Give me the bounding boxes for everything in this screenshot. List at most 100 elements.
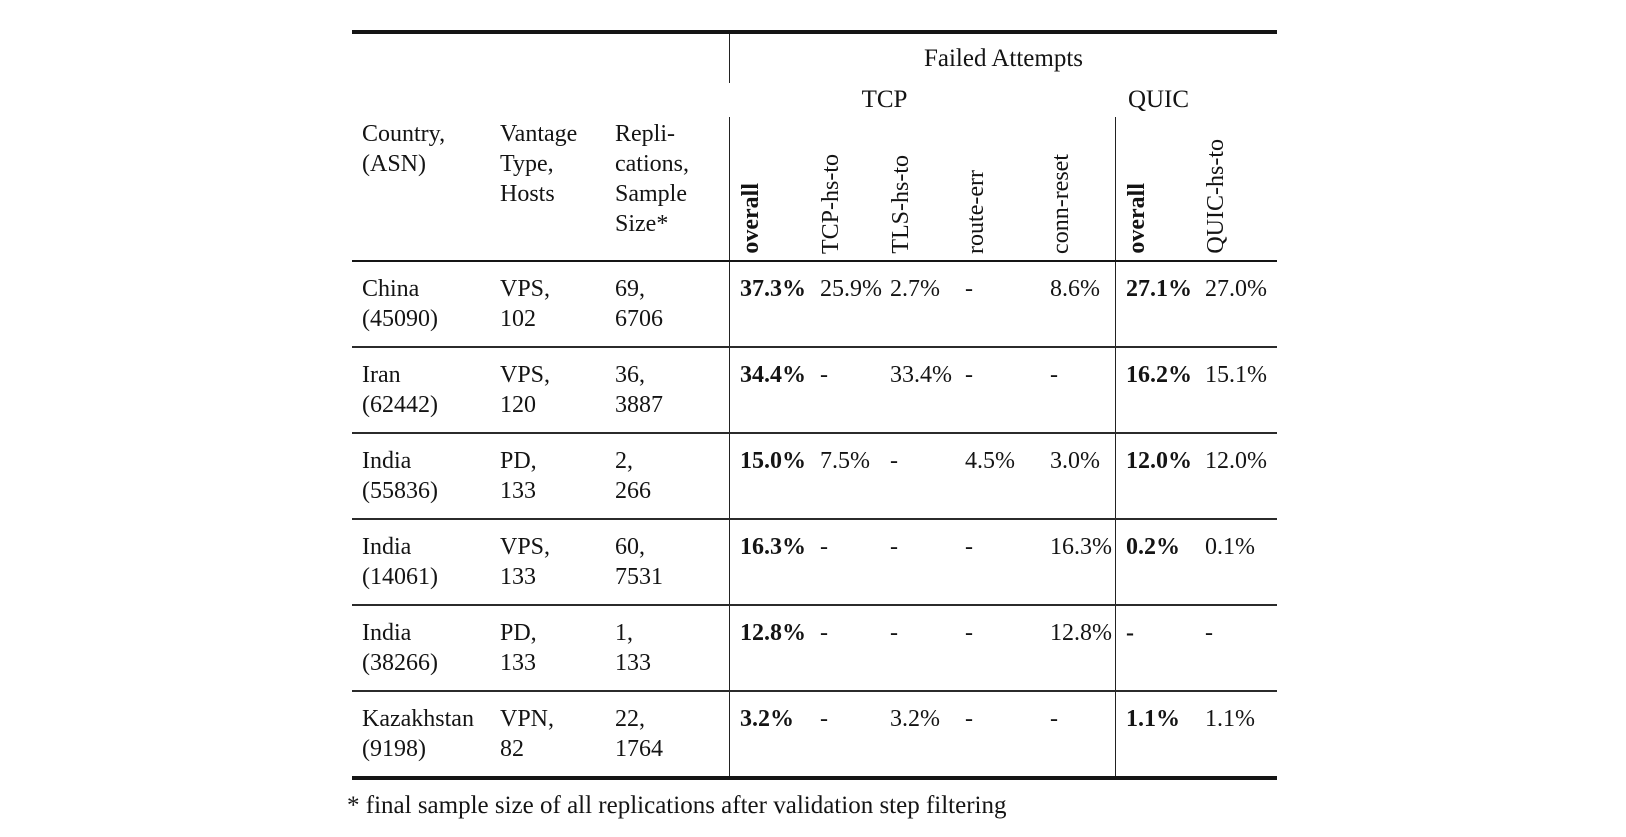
cell-route-err: 4.5%: [965, 448, 1015, 474]
col-header-quic-hs-to: QUIC-hs-to: [1195, 117, 1277, 260]
group-header-tcp: TCP: [861, 86, 908, 113]
replications: 36,: [615, 362, 645, 388]
cell-tcp-hs-to: -: [820, 620, 828, 646]
sample-size: 3887: [615, 392, 663, 418]
cell-route-err: -: [965, 620, 973, 646]
cell-quic-overall: 0.2%: [1115, 520, 1195, 604]
sample-size: 6706: [615, 306, 663, 332]
sample-size: 133: [615, 650, 651, 676]
cell-vantage: VPN, 82: [490, 692, 605, 776]
col-header-line: Sample: [615, 181, 687, 207]
table-column-header-row: Country, (ASN) Vantage Type, Hosts Repli…: [352, 117, 1277, 260]
hosts: 120: [500, 392, 536, 418]
cell-replications: 22, 1764: [605, 692, 729, 776]
cell-quic-hs-to: 0.1%: [1205, 534, 1255, 560]
col-header-line: Hosts: [500, 181, 555, 207]
cell-quic-overall: -: [1115, 606, 1195, 690]
col-header-tcp-hs-to: TCP-hs-to: [810, 117, 880, 260]
country-name: India: [362, 448, 412, 474]
cell-quic-overall: 1.1%: [1115, 692, 1195, 776]
replications: 2,: [615, 448, 633, 474]
cell-vantage: VPS, 133: [490, 520, 605, 604]
hosts: 133: [500, 650, 536, 676]
rotated-label: TCP-hs-to: [818, 153, 844, 254]
cell-replications: 36, 3887: [605, 348, 729, 432]
table-row: China (45090) VPS, 102 69, 6706 37.3% 25…: [352, 260, 1277, 346]
country-name: Kazakhstan: [362, 706, 474, 732]
country-name: Iran: [362, 362, 401, 388]
cell-tcp-hs-to: -: [820, 706, 828, 732]
asn: (38266): [362, 650, 438, 676]
cell-tls-hs-to: -: [890, 620, 898, 646]
rotated-label: overall: [738, 183, 764, 254]
cell-country: India (38266): [352, 606, 490, 690]
vantage-type: VPN,: [500, 706, 555, 732]
cell-tcp-overall: 3.2%: [729, 692, 810, 776]
cell-replications: 1, 133: [605, 606, 729, 690]
col-header-line: Type,: [500, 151, 554, 177]
cell-tls-hs-to: 3.2%: [890, 706, 940, 732]
sample-size: 266: [615, 478, 651, 504]
col-header-line: Vantage: [500, 121, 578, 147]
table-row: Kazakhstan (9198) VPN, 82 22, 1764 3.2% …: [352, 690, 1277, 776]
cell-quic-hs-to: 27.0%: [1205, 276, 1267, 302]
hosts: 102: [500, 306, 536, 332]
vantage-type: VPS,: [500, 534, 551, 560]
cell-country: Iran (62442): [352, 348, 490, 432]
col-header-line: cations,: [615, 151, 689, 177]
asn: (9198): [362, 736, 426, 762]
cell-tcp-hs-to: -: [820, 362, 828, 388]
table-group-header-row: Failed Attempts: [352, 34, 1277, 83]
cell-vantage: VPS, 120: [490, 348, 605, 432]
group-header-failed-attempts: Failed Attempts: [729, 34, 1277, 83]
col-header-line: Repli-: [615, 121, 675, 147]
spacer: [352, 34, 729, 83]
cell-conn-reset: 8.6%: [1050, 276, 1100, 302]
asn: (14061): [362, 564, 438, 590]
asn: (45090): [362, 306, 438, 332]
sample-size: 7531: [615, 564, 663, 590]
cell-tcp-overall: 37.3%: [729, 262, 810, 346]
table-row: India (55836) PD, 133 2, 266 15.0% 7.5% …: [352, 432, 1277, 518]
col-header-replications: Repli- cations, Sample Size*: [605, 117, 729, 260]
cell-tcp-overall: 12.8%: [729, 606, 810, 690]
cell-tls-hs-to: -: [890, 534, 898, 560]
col-header-route-err: route-err: [955, 117, 1040, 260]
cell-conn-reset: -: [1050, 362, 1058, 388]
replications: 22,: [615, 706, 645, 732]
cell-tls-hs-to: 2.7%: [890, 276, 940, 302]
cell-country: India (14061): [352, 520, 490, 604]
cell-country: India (55836): [352, 434, 490, 518]
vantage-type: PD,: [500, 620, 537, 646]
rotated-label: overall: [1124, 183, 1150, 254]
table-protocol-header-row: TCP QUIC: [352, 83, 1277, 117]
cell-replications: 2, 266: [605, 434, 729, 518]
cell-tcp-overall: 16.3%: [729, 520, 810, 604]
col-header-country: Country, (ASN): [352, 117, 490, 260]
col-header-line: Country,: [362, 121, 446, 147]
col-header-tcp-overall: overall: [729, 117, 810, 260]
cell-route-err: -: [965, 534, 973, 560]
cell-route-err: -: [965, 706, 973, 732]
hosts: 82: [500, 736, 524, 762]
cell-quic-overall: 12.0%: [1115, 434, 1195, 518]
hosts: 133: [500, 564, 536, 590]
cell-country: China (45090): [352, 262, 490, 346]
cell-quic-hs-to: 1.1%: [1205, 706, 1255, 732]
col-header-tls-hs-to: TLS-hs-to: [880, 117, 955, 260]
hosts: 133: [500, 478, 536, 504]
col-header-vantage: Vantage Type, Hosts: [490, 117, 605, 260]
sample-size: 1764: [615, 736, 663, 762]
cell-tls-hs-to: -: [890, 448, 898, 474]
cell-quic-overall: 27.1%: [1115, 262, 1195, 346]
rotated-label: conn-reset: [1048, 154, 1074, 254]
cell-tls-hs-to: 33.4%: [890, 362, 952, 388]
vantage-type: VPS,: [500, 362, 551, 388]
table-row: India (14061) VPS, 133 60, 7531 16.3% - …: [352, 518, 1277, 604]
asn: (55836): [362, 478, 438, 504]
vantage-type: PD,: [500, 448, 537, 474]
cell-conn-reset: 3.0%: [1050, 448, 1100, 474]
table-row: Iran (62442) VPS, 120 36, 3887 34.4% - 3…: [352, 346, 1277, 432]
results-table: Failed Attempts TCP QUIC Country, (ASN) …: [352, 30, 1277, 780]
